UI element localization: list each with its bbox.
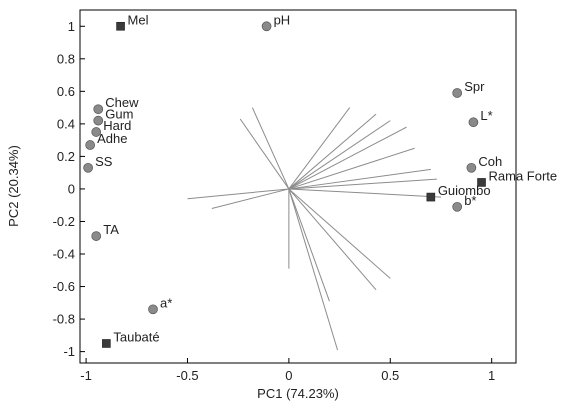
loading-vector — [288, 188, 441, 198]
y-tick-label: 0.4 — [57, 116, 75, 131]
circle-marker — [91, 127, 102, 137]
square-marker — [116, 21, 125, 31]
y-tick-label: 0.8 — [57, 51, 75, 66]
loading-vector — [288, 188, 391, 279]
loading-vector — [288, 168, 431, 190]
y-tick-label: -0.6 — [53, 279, 75, 294]
y-tick-label: 0 — [68, 181, 75, 196]
point-label: Taubaté — [113, 329, 159, 344]
point-label: Hard — [103, 118, 131, 133]
point-label: Gum — [105, 107, 133, 122]
y-tick-label: 0.2 — [57, 149, 75, 164]
circle-marker — [85, 140, 95, 150]
circle-marker — [93, 104, 104, 115]
x-tick-label: -0.5 — [176, 368, 198, 383]
loading-vector — [288, 188, 377, 291]
point-label: Rama Forte — [489, 168, 558, 183]
circle-marker — [468, 117, 479, 128]
square-marker — [426, 192, 436, 202]
circle-marker — [91, 231, 102, 241]
circle-marker — [148, 304, 158, 315]
x-tick-label: 0.5 — [381, 368, 399, 383]
y-tick-label: -0.4 — [53, 247, 75, 262]
point-label: TA — [103, 222, 119, 237]
loading-vector — [187, 188, 289, 200]
y-tick-label: -0.8 — [53, 312, 75, 327]
loading-vectors — [187, 107, 441, 351]
point-label: SS — [95, 154, 113, 169]
circle-marker — [261, 21, 272, 32]
point-label: b* — [464, 193, 476, 208]
y-axis-title: PC2 (20.34%) — [6, 145, 21, 227]
circle-marker — [452, 88, 463, 98]
y-tick-label: -1 — [63, 344, 75, 359]
point-label: Mel — [128, 12, 149, 27]
plot-frame — [79, 9, 517, 364]
point-label: Adhe — [97, 131, 127, 146]
x-axis-ticks: -1 -0.5 0 0.5 1 — [80, 358, 495, 383]
x-axis-title: PC1 (74.23%) — [257, 386, 339, 401]
point-label: L* — [480, 108, 492, 123]
y-tick-label: -0.2 — [53, 214, 75, 229]
loading-vector — [288, 178, 437, 190]
circle-marker — [452, 201, 463, 212]
point-label: a* — [160, 295, 172, 310]
y-tick-label: 0.6 — [57, 84, 75, 99]
loading-vector — [288, 107, 351, 190]
loading-vector — [211, 188, 289, 209]
circle-marker — [83, 162, 93, 173]
point-label: pH — [274, 12, 291, 27]
point-label: Guiombo — [438, 183, 491, 198]
loading-vector — [288, 188, 330, 302]
point-label: Spr — [464, 79, 485, 94]
point-label: Chew — [105, 95, 139, 110]
loading-vector — [288, 126, 407, 190]
point-label: Coh — [478, 154, 502, 169]
square-marker — [477, 178, 486, 187]
y-axis-ticks: 1 0.8 0.6 0.4 0.2 0 -0.2 -0.4 -0.6 -0.8 -1 — [53, 19, 85, 359]
loading-vector — [251, 107, 290, 190]
loading-vector — [288, 188, 339, 351]
loading-vector — [239, 118, 290, 190]
loading-vector — [288, 120, 391, 190]
loading-vector — [288, 147, 415, 190]
y-tick-label: 1 — [68, 19, 75, 34]
x-tick-label: -1 — [80, 368, 92, 383]
circle-marker — [466, 162, 477, 173]
x-tick-label: 1 — [488, 368, 495, 383]
square-marker — [102, 339, 111, 348]
circle-marker — [93, 115, 104, 126]
loading-vector — [288, 113, 377, 190]
x-tick-label: 0 — [285, 368, 292, 383]
